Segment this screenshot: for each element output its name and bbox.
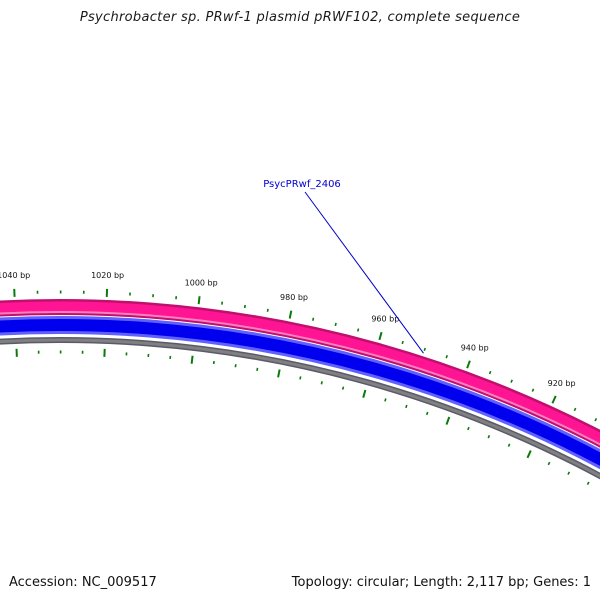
cds-ring-glow <box>0 316 600 470</box>
inner-tick <box>256 367 259 372</box>
outer-tick <box>401 340 404 345</box>
outer-tick <box>266 308 269 312</box>
outer-tick <box>312 317 315 321</box>
inner-tick <box>341 386 345 390</box>
inner-tick <box>277 369 281 378</box>
ring-layer <box>0 299 600 480</box>
outer-tick <box>573 407 577 412</box>
outer-tick <box>288 310 293 319</box>
tick-label: 1040 bp <box>0 271 30 280</box>
outer-tick <box>445 355 448 359</box>
inner-tick <box>425 411 429 416</box>
inner-tick <box>320 381 323 385</box>
gene-label-leader <box>304 191 424 354</box>
outer-tick <box>551 395 557 404</box>
inner-tick <box>586 481 590 486</box>
tick-label: 980 bp <box>280 293 308 302</box>
inner-tick <box>507 443 511 447</box>
cds-ring <box>0 319 600 466</box>
inner-tick <box>547 461 551 466</box>
outer-tick <box>594 417 598 422</box>
inner-tick <box>445 416 451 425</box>
tick-layer <box>13 288 598 486</box>
outer-tick <box>488 370 492 375</box>
inner-tick <box>467 426 470 431</box>
outer-ring <box>0 301 600 445</box>
outer-tick <box>197 296 201 305</box>
outer-tick <box>531 388 535 392</box>
inner-tick <box>384 398 387 402</box>
outer-tick <box>334 322 337 327</box>
outer-tick <box>466 360 471 369</box>
tick-label: 1020 bp <box>91 271 124 280</box>
tick-label: 960 bp <box>371 315 399 324</box>
outer-tick <box>510 379 513 383</box>
outer-ring-highlight <box>0 311 600 446</box>
map-title: Psychrobacter sp. PRwf-1 plasmid pRWF102… <box>79 10 521 25</box>
gc-ring <box>0 338 600 478</box>
outer-tick <box>423 347 426 352</box>
inner-tick <box>405 404 408 409</box>
outer-tick <box>378 331 383 341</box>
gc-ring-edge <box>0 337 600 480</box>
inner-tick <box>362 389 367 398</box>
inner-tick <box>526 450 532 459</box>
inner-tick <box>299 376 302 380</box>
inner-tick <box>567 471 571 475</box>
gene-label: PsycPRwf_2406 <box>263 179 341 190</box>
inner-tick <box>487 434 491 439</box>
tick-label: 940 bp <box>461 344 489 353</box>
outer-tick <box>356 328 360 332</box>
tick-label: 920 bp <box>548 379 576 388</box>
topology-info-label: Topology: circular; Length: 2,117 bp; Ge… <box>291 575 591 590</box>
inner-tick <box>190 355 194 364</box>
tick-label: 1000 bp <box>185 278 218 287</box>
accession-label: Accession: NC_009517 <box>9 575 157 590</box>
